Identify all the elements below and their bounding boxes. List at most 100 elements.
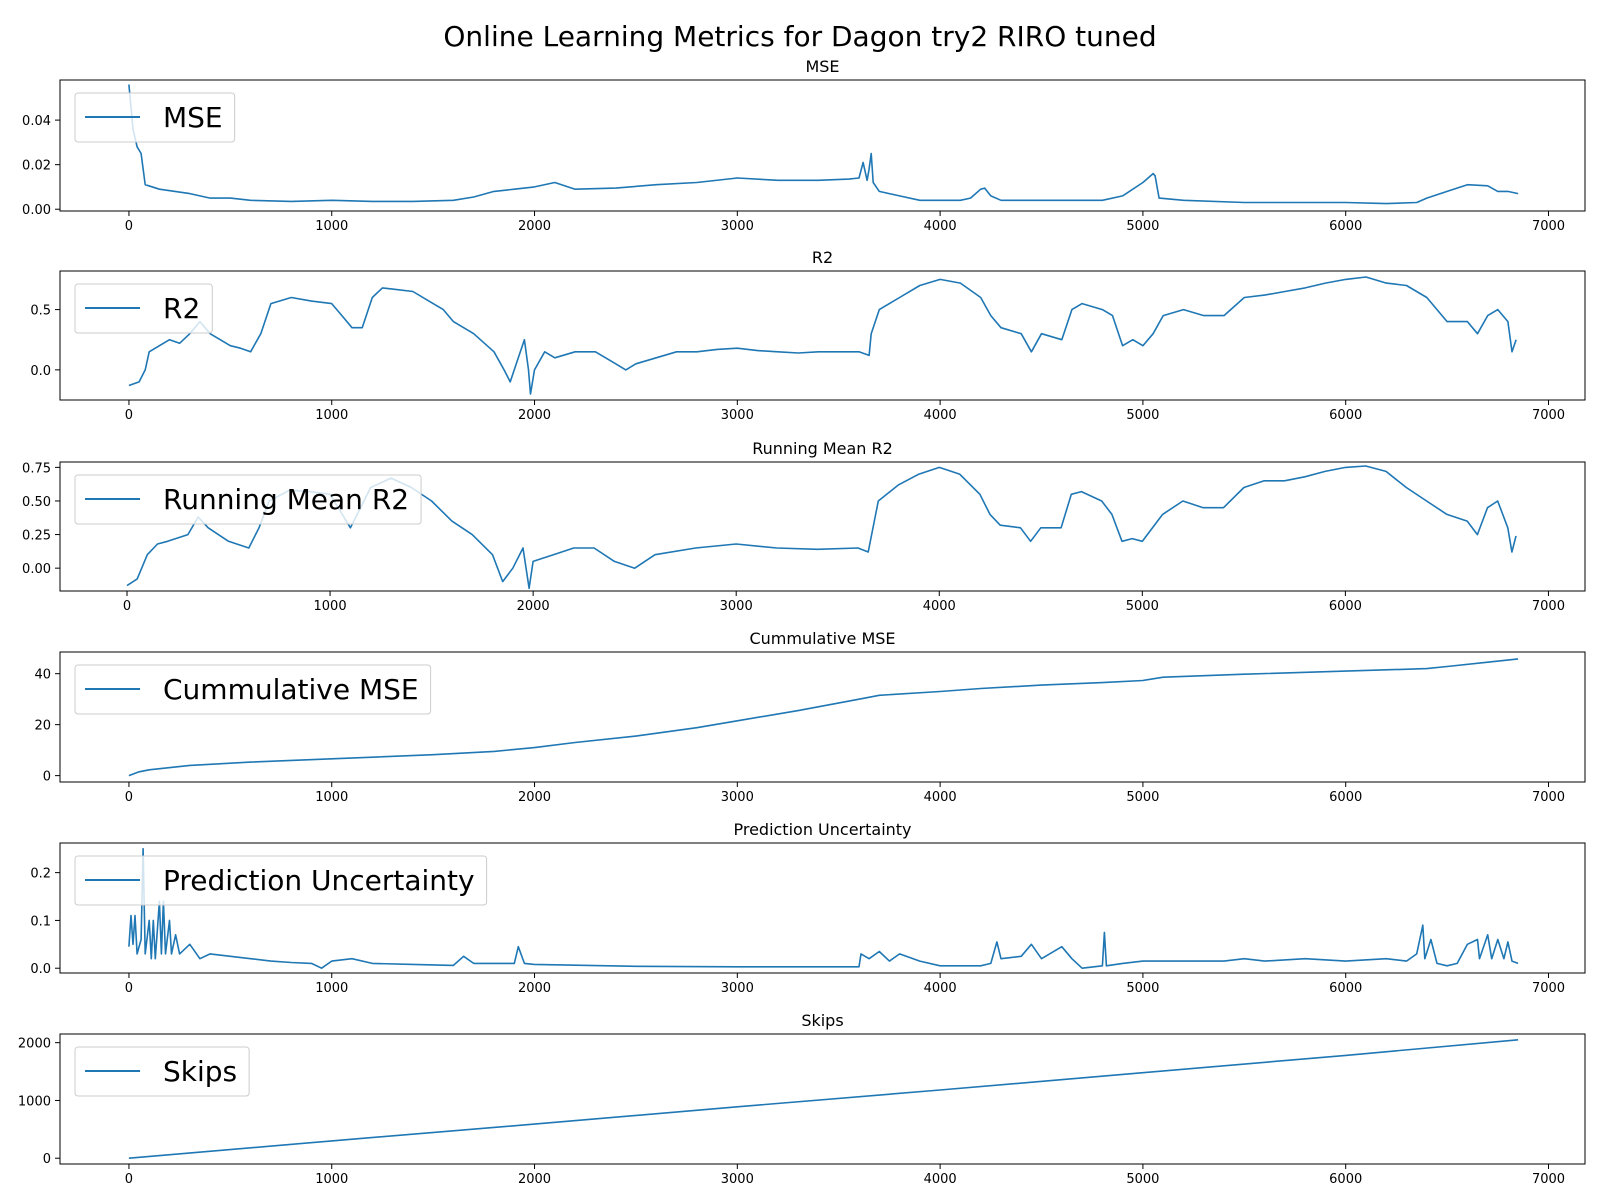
x-tick-label: 4000 <box>923 599 956 614</box>
x-tick-label: 3000 <box>720 599 753 614</box>
y-tick-label: 0.5 <box>30 304 51 319</box>
series-line <box>128 84 1519 205</box>
x-tick-label: 0 <box>125 790 133 805</box>
legend: MSE <box>74 92 236 143</box>
x-tick-label: 1000 <box>315 790 348 805</box>
x-tick-label: 2000 <box>518 790 551 805</box>
y-tick-label: 0.00 <box>22 203 51 218</box>
axes-frame <box>59 79 1586 212</box>
axes-frame <box>59 461 1586 592</box>
x-tick-label: 7000 <box>1532 1172 1565 1187</box>
legend-label: Prediction Uncertainty <box>163 864 475 897</box>
x-tick-label: 1000 <box>315 1172 348 1187</box>
legend-label: Cummulative MSE <box>163 673 419 706</box>
x-tick-label: 3000 <box>721 408 754 423</box>
x-tick-label: 0 <box>125 408 133 423</box>
x-tick-label: 5000 <box>1126 599 1159 614</box>
y-tick-label: 0.50 <box>22 495 51 510</box>
y-tick-label: 40 <box>34 668 51 683</box>
x-tick-label: 3000 <box>721 981 754 996</box>
axes-frame <box>59 842 1586 974</box>
x-tick-label: 4000 <box>924 790 957 805</box>
y-tick-label: 0.02 <box>22 159 51 174</box>
figure-title: Online Learning Metrics for Dagon try2 R… <box>443 20 1156 53</box>
x-tick-label: 4000 <box>924 981 957 996</box>
x-tick-label: 0 <box>125 1172 133 1187</box>
x-tick-label: 2000 <box>517 599 550 614</box>
legend: Running Mean R2 <box>74 474 422 525</box>
x-tick-label: 6000 <box>1329 219 1362 234</box>
x-tick-label: 4000 <box>924 408 957 423</box>
x-tick-label: 1000 <box>315 981 348 996</box>
y-tick-label: 2000 <box>18 1037 51 1052</box>
subplot-4: Cummulative MSE 0 1000 2000 3000 4000 5000 6000… <box>34 629 1586 805</box>
x-tick-label: 5000 <box>1126 219 1159 234</box>
x-tick-label: 0 <box>123 599 131 614</box>
axes-frame <box>59 1033 1586 1165</box>
y-tick-label: 0.75 <box>22 461 51 476</box>
x-tick-label: 2000 <box>518 981 551 996</box>
x-tick-label: 7000 <box>1532 790 1565 805</box>
subplot-1: MSE 0 1000 2000 3000 4000 5000 6000 7000 0.00 0.02… <box>22 57 1586 234</box>
legend-label: Skips <box>163 1055 237 1088</box>
y-tick-label: 0.00 <box>22 562 51 577</box>
x-tick-label: 2000 <box>518 1172 551 1187</box>
subplot-6: Skips 0 1000 2000 3000 4000 5000 6000 7000 0 1000 2… <box>18 1011 1586 1187</box>
x-tick-label: 7000 <box>1532 219 1565 234</box>
legend: Skips <box>74 1046 250 1097</box>
x-tick-label: 4000 <box>924 219 957 234</box>
legend-label: R2 <box>163 292 200 325</box>
x-tick-label: 5000 <box>1126 1172 1159 1187</box>
subplot-title: Prediction Uncertainty <box>733 820 911 839</box>
legend-box <box>74 664 432 715</box>
x-tick-label: 6000 <box>1329 1172 1362 1187</box>
legend: R2 <box>74 283 213 334</box>
subplot-3: Running Mean R2 0 1000 2000 3000 4000 5000 6000… <box>22 439 1586 614</box>
y-tick-label: 0.25 <box>22 529 51 544</box>
axes-frame <box>59 270 1586 401</box>
y-tick-label: 0.0 <box>30 962 51 977</box>
x-tick-label: 6000 <box>1329 408 1362 423</box>
x-tick-label: 5000 <box>1126 408 1159 423</box>
y-tick-label: 0.04 <box>22 114 51 129</box>
subplot-title: Running Mean R2 <box>752 439 893 458</box>
x-tick-label: 1000 <box>315 408 348 423</box>
y-tick-label: 0.1 <box>30 914 51 929</box>
series-line <box>128 276 1517 395</box>
x-tick-label: 7000 <box>1532 599 1565 614</box>
series-line <box>128 847 1519 969</box>
subplot-title: Cummulative MSE <box>749 629 895 648</box>
legend-box <box>74 283 213 334</box>
legend-box <box>74 1046 250 1097</box>
legend-box <box>74 92 236 143</box>
legend: Cummulative MSE <box>74 664 432 715</box>
subplot-5: Prediction Uncertainty 0 1000 2000 3000 4000 5… <box>30 820 1586 996</box>
x-tick-label: 3000 <box>721 790 754 805</box>
axes-frame <box>59 651 1586 783</box>
x-tick-label: 0 <box>125 219 133 234</box>
series-line <box>128 658 1519 777</box>
legend-label: MSE <box>163 101 223 134</box>
x-tick-label: 6000 <box>1329 790 1362 805</box>
legend-label: Running Mean R2 <box>163 483 409 516</box>
legend: Prediction Uncertainty <box>74 855 488 906</box>
x-tick-label: 7000 <box>1532 408 1565 423</box>
y-tick-label: 20 <box>34 719 51 734</box>
y-tick-label: 1000 <box>18 1094 51 1109</box>
y-tick-label: 0 <box>43 770 51 785</box>
x-tick-label: 7000 <box>1532 981 1565 996</box>
x-tick-label: 5000 <box>1126 981 1159 996</box>
subplot-2: R2 0 1000 2000 3000 4000 5000 6000 7000 0.0 0.5 R2 <box>30 248 1586 423</box>
x-tick-label: 3000 <box>721 1172 754 1187</box>
subplot-title: Skips <box>801 1011 843 1030</box>
x-tick-label: 0 <box>125 981 133 996</box>
subplot-title: MSE <box>805 57 839 76</box>
y-tick-label: 0 <box>43 1152 51 1167</box>
series-line <box>128 1039 1519 1159</box>
subplot-title: R2 <box>812 248 833 267</box>
legend-box <box>74 474 422 525</box>
x-tick-label: 2000 <box>518 408 551 423</box>
x-tick-label: 1000 <box>314 599 347 614</box>
